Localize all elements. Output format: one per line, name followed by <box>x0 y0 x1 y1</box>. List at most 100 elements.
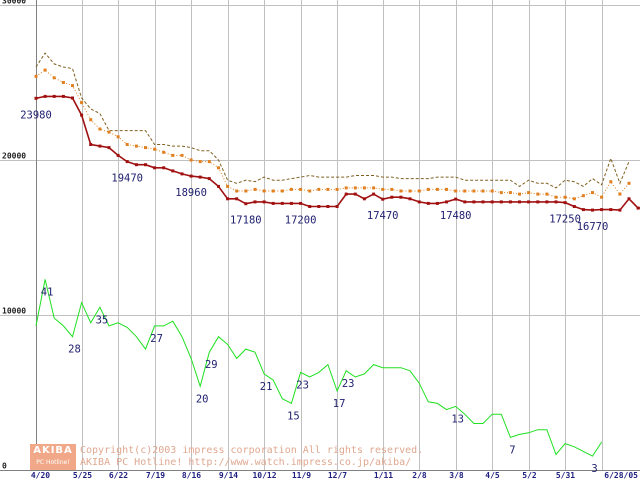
data-label: 23980 <box>20 109 52 121</box>
logo-line-1: AKIBA <box>33 445 73 456</box>
data-label: 17 <box>333 398 346 410</box>
data-point <box>390 187 394 191</box>
data-label: 3 <box>591 463 597 475</box>
data-point <box>499 191 503 195</box>
x-tick-label: 9/14 <box>219 471 238 480</box>
data-point <box>344 186 348 190</box>
data-point <box>536 200 540 204</box>
data-point <box>71 96 74 100</box>
data-point <box>43 94 47 98</box>
data-label: 17480 <box>440 210 472 222</box>
data-label: 41 <box>41 286 54 298</box>
data-point <box>472 200 476 204</box>
data-point <box>244 202 248 206</box>
data-point <box>271 189 275 193</box>
data-point <box>581 208 585 212</box>
data-point <box>618 192 622 196</box>
data-point <box>372 192 376 196</box>
data-point <box>399 195 403 199</box>
data-point <box>344 192 348 196</box>
data-point <box>499 200 503 204</box>
data-label: 28 <box>68 344 81 356</box>
data-point <box>372 186 376 190</box>
data-point <box>171 153 175 157</box>
data-point <box>581 194 585 198</box>
data-point <box>317 205 321 208</box>
data-point <box>362 197 366 201</box>
data-point <box>280 189 284 193</box>
data-label: 17180 <box>230 215 262 227</box>
data-point <box>399 189 403 193</box>
data-point <box>299 187 303 191</box>
data-point <box>262 200 266 204</box>
data-point <box>454 189 458 193</box>
data-point <box>61 94 65 98</box>
data-point <box>299 201 303 205</box>
data-point <box>271 201 275 205</box>
data-point <box>417 200 421 204</box>
data-point <box>198 160 202 164</box>
data-point <box>80 113 84 117</box>
data-point <box>162 166 166 170</box>
data-point <box>600 195 604 199</box>
site-credit-text: AKIBA PC Hotline! http://www.watch.impre… <box>80 457 412 468</box>
data-point <box>43 68 47 72</box>
data-point <box>189 158 193 162</box>
x-tick-label: 7/19 <box>146 471 165 480</box>
data-point <box>472 189 476 193</box>
data-point <box>463 189 467 193</box>
data-point <box>52 76 56 80</box>
data-point <box>235 197 239 201</box>
data-point <box>408 197 412 201</box>
data-point <box>317 187 321 191</box>
data-point <box>408 189 412 193</box>
data-point <box>98 144 102 148</box>
series-line <box>35 95 640 211</box>
data-point <box>435 187 439 191</box>
data-point <box>134 144 138 148</box>
x-tick-label: 5/2 <box>522 471 537 480</box>
data-point <box>490 200 494 204</box>
data-point <box>34 74 38 78</box>
data-point <box>435 201 439 205</box>
data-point <box>618 208 622 212</box>
data-point <box>89 118 93 122</box>
x-tick-label: 5/31 <box>556 471 575 480</box>
data-point <box>98 127 102 131</box>
data-label: 15 <box>287 410 300 422</box>
data-label: 16770 <box>577 221 609 233</box>
data-point <box>572 205 576 208</box>
data-point <box>445 187 448 191</box>
data-point <box>609 180 613 184</box>
data-point <box>253 187 257 191</box>
data-point <box>563 201 567 205</box>
y-tick-label: 10000 <box>2 307 26 316</box>
data-point <box>71 84 74 88</box>
data-point <box>591 191 594 195</box>
data-point <box>189 174 193 178</box>
data-point <box>463 200 467 204</box>
data-point <box>353 186 357 190</box>
data-point <box>125 160 129 164</box>
data-point <box>171 169 175 173</box>
data-point <box>207 177 211 181</box>
data-label: 21 <box>260 381 273 393</box>
data-point <box>508 191 512 195</box>
data-point <box>518 192 521 196</box>
data-point <box>116 153 120 157</box>
data-point <box>554 195 558 199</box>
data-point <box>226 197 230 201</box>
data-point <box>262 189 266 193</box>
data-point <box>61 81 65 84</box>
data-point <box>326 187 330 191</box>
data-point <box>454 197 458 201</box>
x-tick-label: 1/11 <box>374 471 393 480</box>
data-point <box>362 186 366 190</box>
series-line <box>35 52 630 189</box>
data-point <box>536 192 540 196</box>
data-point <box>490 189 494 193</box>
data-point <box>217 166 220 170</box>
data-label: 17200 <box>285 214 317 226</box>
